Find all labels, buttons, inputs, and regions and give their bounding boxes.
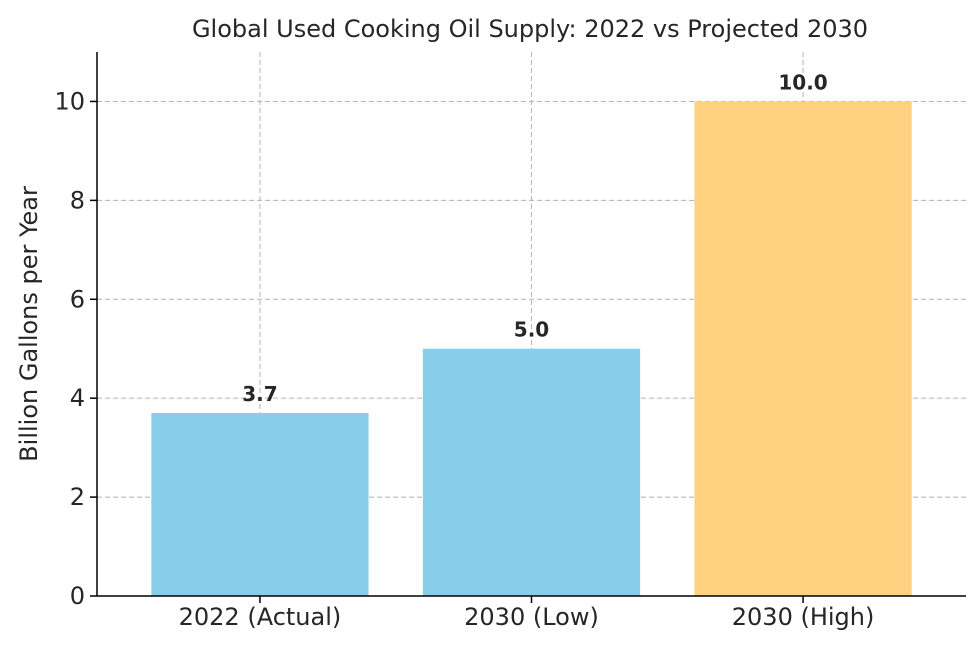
data-label: 10.0 xyxy=(778,70,827,94)
x-tick-label: 2030 (High) xyxy=(732,603,875,631)
y-tick-label: 2 xyxy=(70,483,85,511)
data-label: 3.7 xyxy=(242,382,277,406)
ticks: 0 2 4 6 8 10 2022 (Actual) 2030 (Low) 2030 (High… xyxy=(54,87,874,631)
bars: 3.7 5.0 10.0 xyxy=(151,70,912,597)
data-label: 5.0 xyxy=(514,318,549,342)
bar xyxy=(694,101,912,597)
grid xyxy=(97,52,966,596)
chart-title: Global Used Cooking Oil Supply: 2022 vs … xyxy=(192,15,868,43)
x-tick-label: 2030 (Low) xyxy=(464,603,599,631)
x-tick-label: 2022 (Actual) xyxy=(179,603,342,631)
bar xyxy=(151,413,369,596)
y-tick-label: 10 xyxy=(54,87,85,115)
y-axis-label: Billion Gallons per Year xyxy=(15,186,43,462)
y-tick-label: 0 xyxy=(70,582,85,610)
y-tick-label: 4 xyxy=(70,384,85,412)
bar xyxy=(422,348,641,596)
y-tick-label: 8 xyxy=(70,186,85,214)
y-tick-label: 6 xyxy=(70,285,85,313)
